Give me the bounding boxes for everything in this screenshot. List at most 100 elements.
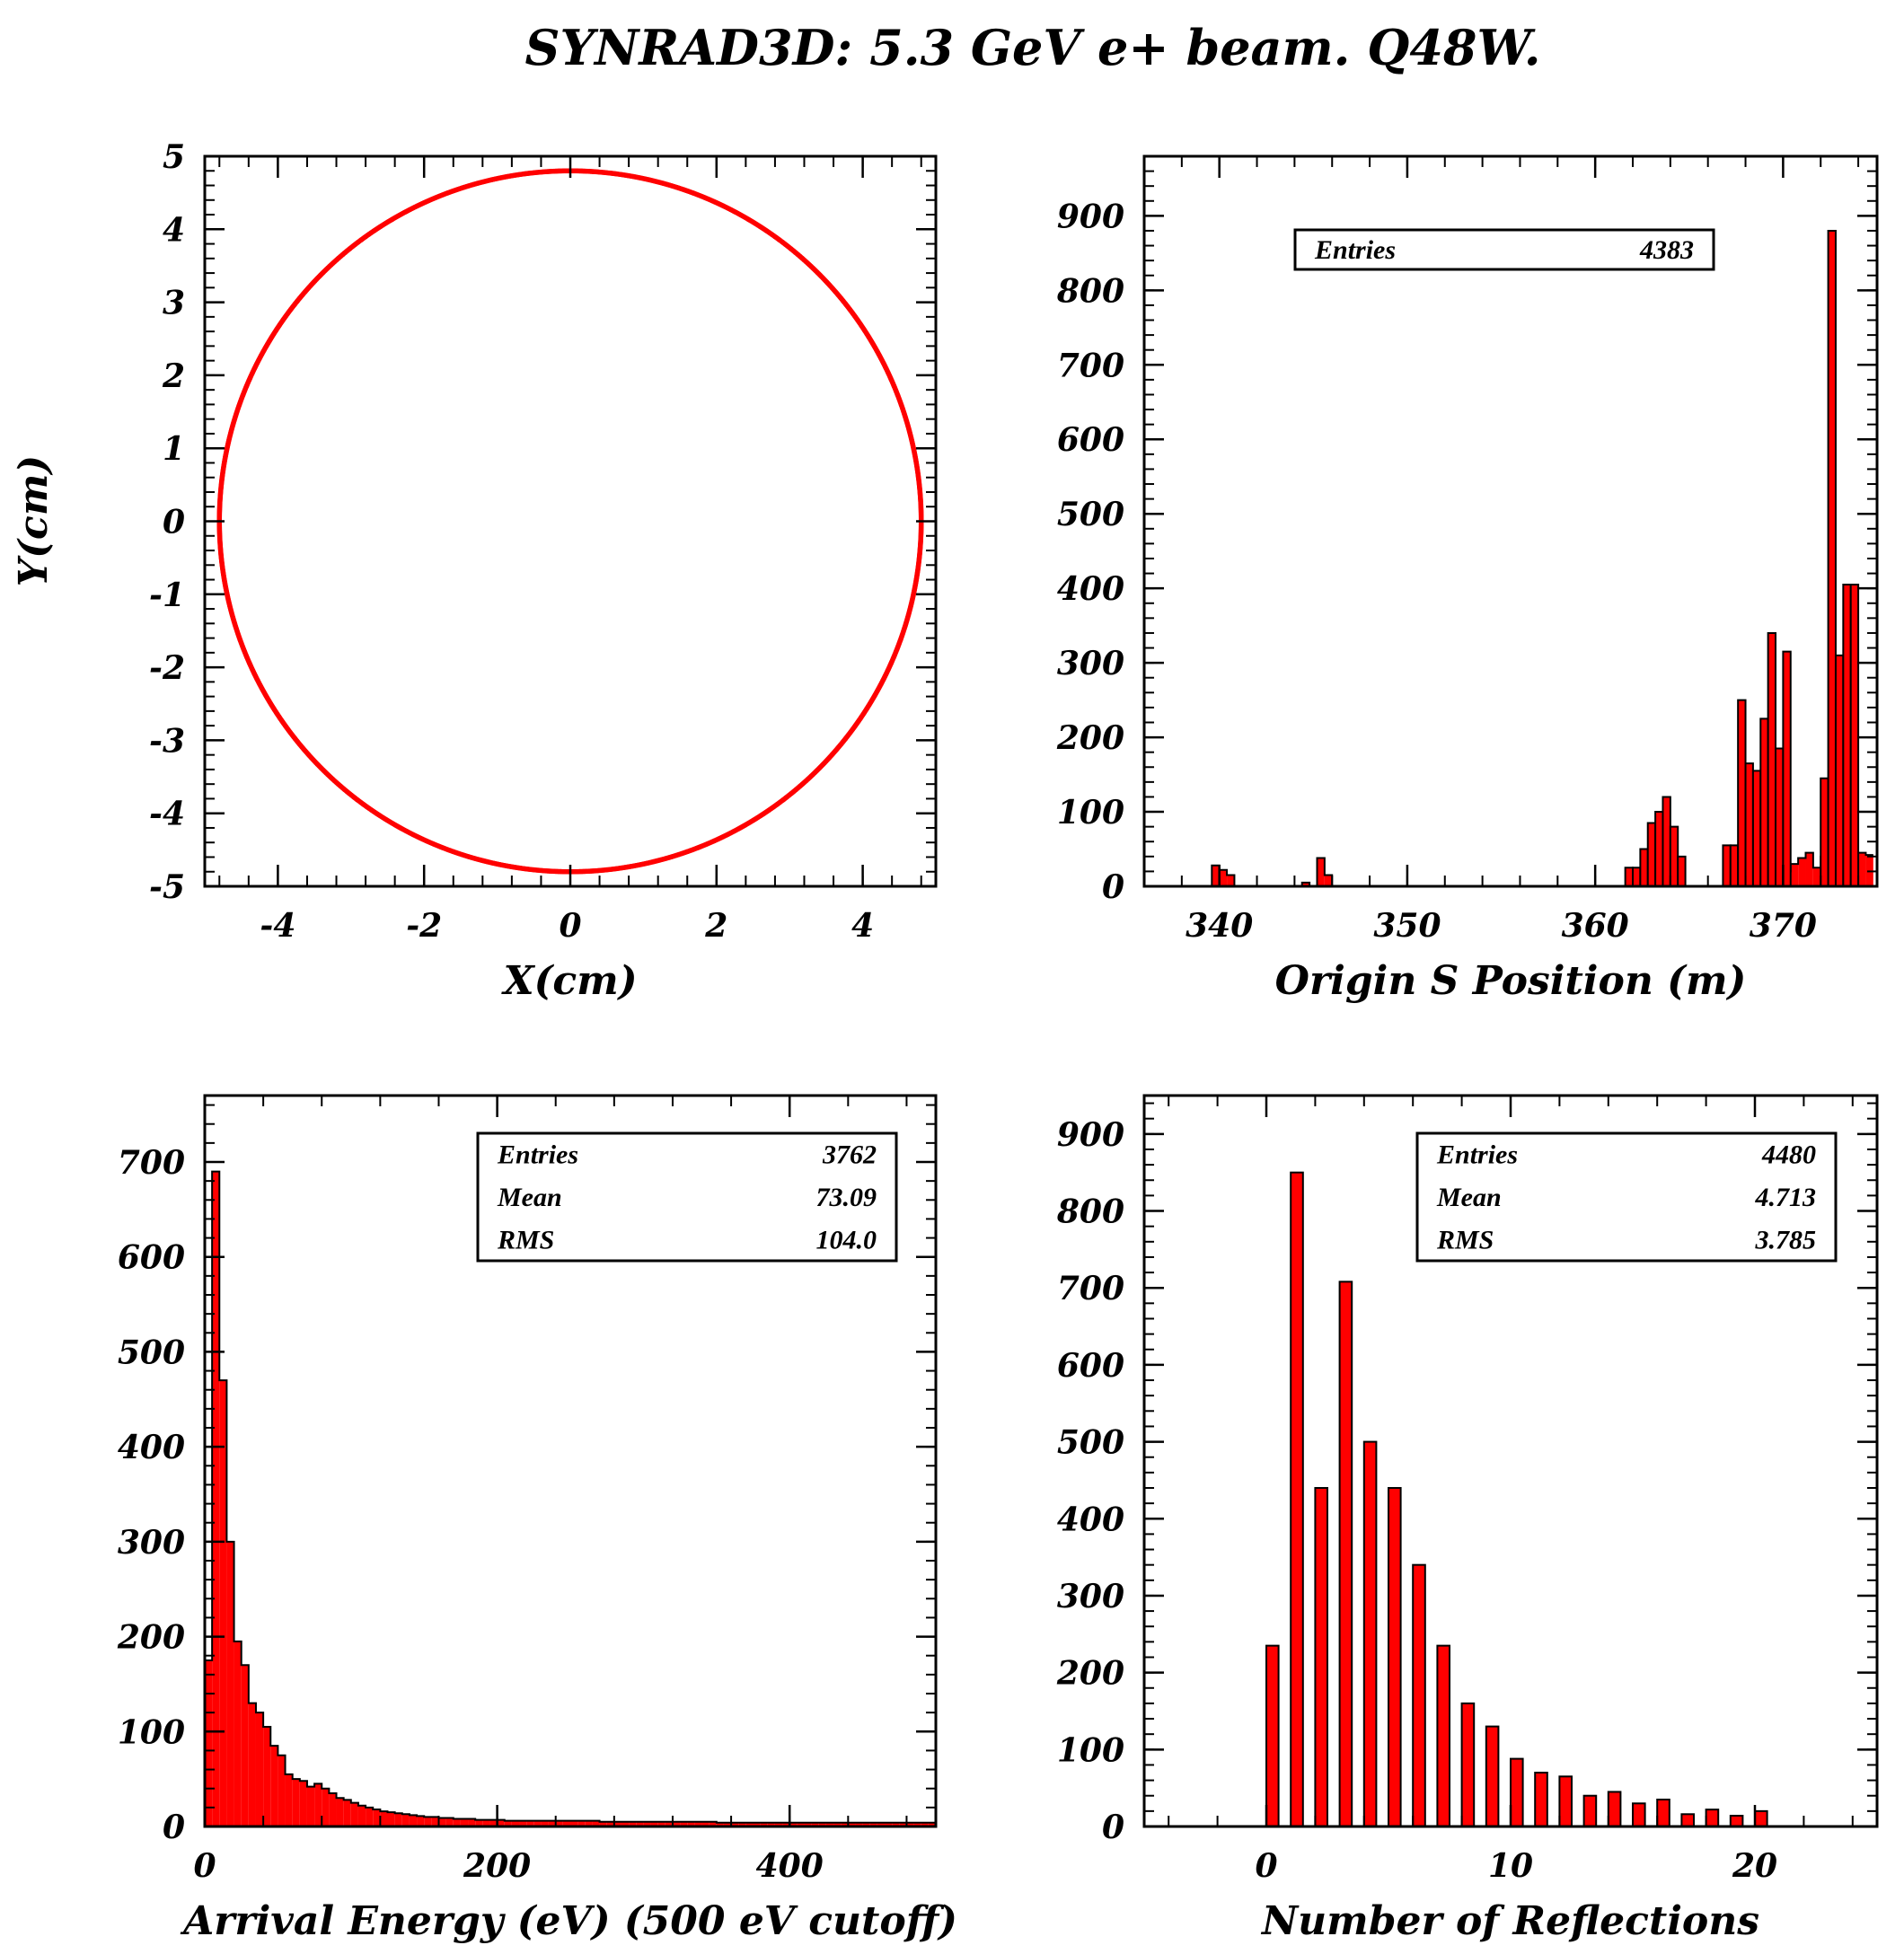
histogram-bar (657, 1821, 666, 1826)
histogram-bar (255, 1712, 264, 1826)
histogram-bar (314, 1783, 322, 1826)
histogram-bar (1436, 1644, 1451, 1827)
histogram-bar (1798, 858, 1806, 886)
histogram-bar (1767, 632, 1776, 886)
histogram-bar (504, 1820, 512, 1826)
histogram-bar (1314, 1486, 1329, 1828)
stats-label: RMS (497, 1225, 554, 1254)
histogram-bar (205, 1660, 213, 1826)
stats-box (1415, 1131, 1838, 1263)
stats-label: Entries (1314, 235, 1396, 265)
histogram-outline (1827, 229, 1837, 886)
histogram-bar (913, 1822, 921, 1826)
histogram-bar (292, 1779, 300, 1826)
histogram-bar (1820, 778, 1829, 886)
histogram-bar (1678, 856, 1686, 886)
y-tick-label: -2 (149, 649, 185, 687)
stats-value: 104.0 (816, 1225, 877, 1254)
histogram-bar (1790, 864, 1799, 886)
histogram-bar (804, 1822, 812, 1826)
histogram-bar (892, 1822, 900, 1826)
histogram-bar (482, 1819, 490, 1826)
histogram-bar (1850, 585, 1859, 886)
histogram-bar (1534, 1772, 1548, 1827)
histogram-bar (234, 1641, 242, 1826)
histogram-bar (1632, 1802, 1646, 1827)
histogram-bar (1738, 700, 1746, 886)
y-tick-label: 1 (163, 430, 185, 468)
histogram-bar (409, 1815, 418, 1826)
y-tick-label: 300 (1057, 645, 1124, 682)
histogram-bar (417, 1816, 425, 1826)
histogram-bar (709, 1821, 717, 1826)
histogram-bar (613, 1821, 621, 1826)
histogram-bar (1412, 1563, 1426, 1828)
stats-value: 3762 (822, 1140, 877, 1170)
y-tick-label: 0 (163, 504, 185, 541)
histogram-bar (1843, 585, 1851, 886)
y-tick-label: 2 (162, 357, 185, 395)
y-tick-label: 100 (118, 1713, 185, 1751)
stats-value: 4.713 (1755, 1183, 1817, 1212)
histogram-outline (1782, 650, 1792, 886)
histogram-bar (1212, 865, 1220, 886)
histogram-bar (818, 1822, 826, 1826)
y-tick-label: 4 (163, 211, 185, 249)
histogram-bar (760, 1822, 768, 1826)
histogram-bar (460, 1818, 469, 1826)
histogram-bar (322, 1788, 330, 1826)
histogram-bar (1730, 845, 1739, 886)
histogram-bar (212, 1171, 220, 1826)
histogram-bar (848, 1822, 856, 1826)
histogram-bar (366, 1807, 374, 1826)
histogram-bar (1647, 823, 1656, 886)
histogram-bar (226, 1541, 234, 1826)
stats-value: 4383 (1639, 235, 1694, 265)
histogram-bar (1705, 1809, 1720, 1827)
y-tick-label: 600 (1057, 421, 1124, 459)
histogram-bar (738, 1822, 746, 1826)
histogram-bar (1828, 230, 1836, 886)
histogram-bar (350, 1802, 358, 1826)
stats-label: Mean (1436, 1183, 1502, 1212)
histogram-bar (1729, 1815, 1744, 1827)
histogram-bar (585, 1820, 593, 1826)
y-tick-label: 800 (1056, 272, 1124, 310)
y-tick-label: 700 (118, 1144, 185, 1182)
histogram-bar (1317, 858, 1325, 886)
x-tick-label: 0 (559, 907, 581, 945)
x-tick-label: -4 (260, 907, 295, 945)
stats-value: 73.09 (816, 1183, 877, 1212)
x-tick-label: 4 (851, 907, 874, 945)
histogram-bar (855, 1822, 863, 1826)
histogram-bar (299, 1781, 307, 1826)
histogram-bar (1783, 651, 1791, 886)
histogram-bar (1460, 1702, 1476, 1828)
histogram-bar (636, 1821, 644, 1826)
histogram-bar (599, 1821, 607, 1826)
panel-origin-s-position: 0 100 200 300 400 500 600 700 800 900 340 350 360 370… (1056, 154, 1879, 1004)
histogram-bar (219, 1380, 227, 1826)
histogram-bar (811, 1822, 819, 1826)
histogram-bar (1582, 1794, 1598, 1828)
y-tick-label: -5 (149, 868, 185, 906)
histogram-bar (1625, 867, 1633, 886)
histogram-bar (825, 1822, 834, 1826)
y-tick-label: 0 (163, 1809, 185, 1846)
histogram-bar (306, 1786, 315, 1826)
histogram-bar (541, 1820, 549, 1826)
histogram-bar (1510, 1757, 1524, 1828)
histogram-bar (329, 1793, 337, 1826)
y-tick-label: 700 (1057, 347, 1124, 384)
histogram-bar (511, 1820, 520, 1826)
histogram-bar (797, 1822, 805, 1826)
y-tick-label: 400 (118, 1429, 185, 1466)
y-tick-label: 800 (1056, 1193, 1124, 1231)
histogram-bar (468, 1818, 476, 1826)
histogram-outline (1849, 584, 1860, 886)
histogram-bar (380, 1811, 388, 1826)
histogram-bar (789, 1822, 798, 1826)
histogram-bar (687, 1821, 695, 1826)
x-axis-label: Origin S Position (m) (1275, 958, 1747, 1004)
